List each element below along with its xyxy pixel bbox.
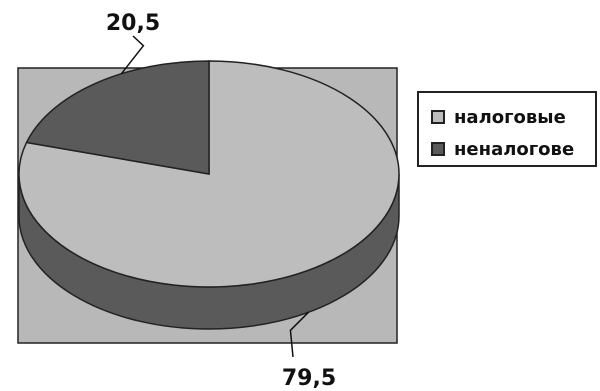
legend-label-1: неналогове: [454, 138, 575, 160]
legend-item-1: неналогове: [431, 137, 574, 161]
legend-label-0: налоговые: [454, 106, 566, 128]
label-layer: 79,5 20,5: [106, 11, 336, 391]
legend: налоговые неналогове: [417, 91, 597, 167]
leader-line-1: [120, 35, 145, 75]
legend-swatch-1: [431, 142, 445, 156]
leader-line-0: [289, 311, 309, 358]
data-label-0: 79,5: [282, 366, 336, 391]
pie-layer: [18, 60, 400, 330]
legend-swatch-0: [431, 110, 445, 124]
data-label-1: 20,5: [106, 11, 160, 36]
pie-slice-1: [25, 60, 210, 175]
legend-item-0: налоговые: [431, 105, 566, 129]
